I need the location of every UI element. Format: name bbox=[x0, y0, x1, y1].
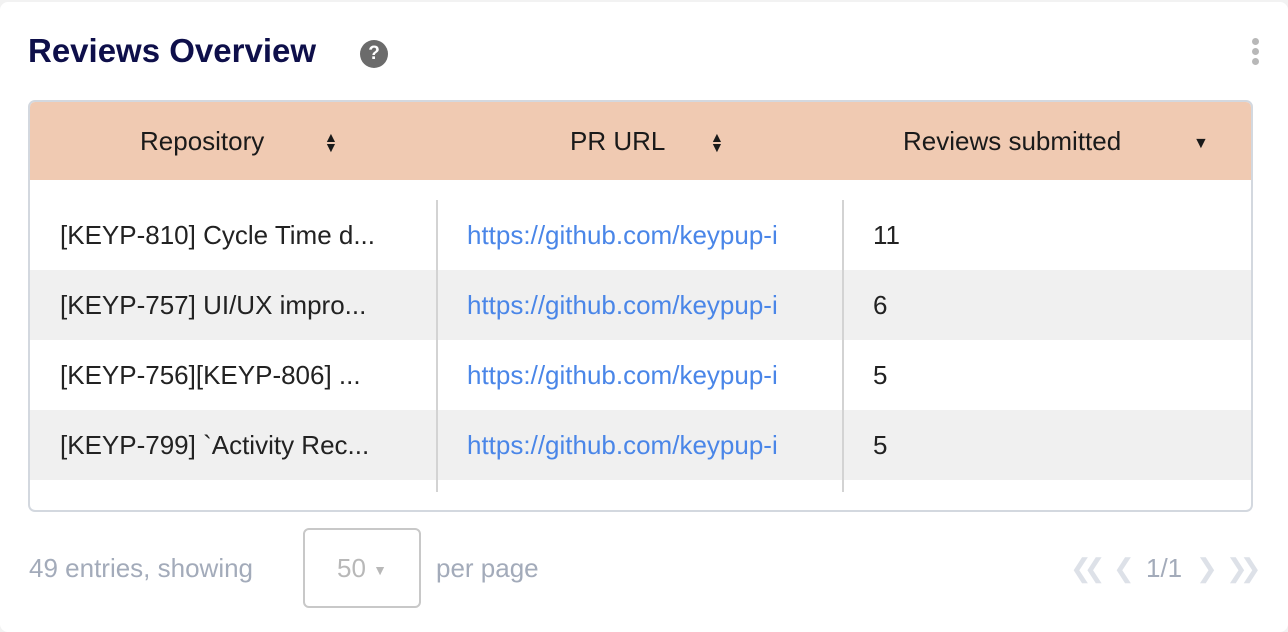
per-page-label: per page bbox=[436, 553, 539, 583]
column-header-repository[interactable]: Repository bbox=[140, 102, 264, 180]
table-row[interactable]: [KEYP-757] UI/UX impro... https://github… bbox=[30, 270, 1251, 340]
entries-count: 49 entries, showing bbox=[29, 553, 254, 583]
last-page-icon[interactable]: ❯❯ bbox=[1226, 553, 1261, 583]
first-page-icon[interactable]: ❮❮ bbox=[1070, 553, 1105, 583]
repository-cell: [KEYP-810] Cycle Time d... bbox=[60, 220, 376, 250]
column-divider[interactable] bbox=[842, 200, 844, 492]
sort-both-icon[interactable]: ▲ ▼ bbox=[324, 129, 338, 156]
reviews-cell: 11 bbox=[873, 220, 900, 250]
sort-both-icon[interactable]: ▲ ▼ bbox=[710, 129, 724, 156]
repository-cell: [KEYP-757] UI/UX impro... bbox=[60, 290, 367, 320]
previous-page-icon[interactable]: ❮ bbox=[1113, 553, 1135, 583]
pr-url-link[interactable]: https://github.com/keypup-i bbox=[467, 430, 778, 460]
per-page-value: 50 bbox=[336, 553, 366, 583]
pr-url-link[interactable]: https://github.com/keypup-i bbox=[467, 360, 778, 390]
sort-descending-icon[interactable]: ▼ bbox=[1193, 135, 1209, 152]
next-page-icon[interactable]: ❯ bbox=[1196, 553, 1218, 583]
repository-cell: [KEYP-799] `Activity Rec... bbox=[60, 430, 370, 460]
reviews-table: Repository ▲ ▼ PR URL ▲ ▼ Reviews submitte… bbox=[28, 100, 1253, 512]
chevron-down-icon: ▼ bbox=[373, 562, 387, 579]
table-header: Repository ▲ ▼ PR URL ▲ ▼ Reviews submitte… bbox=[30, 102, 1251, 180]
kebab-menu-icon[interactable] bbox=[1248, 38, 1262, 70]
column-label: PR URL bbox=[570, 126, 666, 156]
column-label: Reviews submitted bbox=[903, 126, 1122, 156]
widget-title: Reviews Overview bbox=[28, 32, 317, 69]
pr-url-link[interactable]: https://github.com/keypup-i bbox=[467, 290, 778, 320]
table-row[interactable]: [KEYP-799] `Activity Rec... https://gith… bbox=[30, 410, 1251, 480]
question-circle-icon[interactable]: ? bbox=[360, 40, 388, 68]
column-label: Repository bbox=[140, 126, 265, 156]
per-page-select[interactable]: 50 ▼ bbox=[303, 528, 421, 608]
repository-cell: [KEYP-756][KEYP-806] ... bbox=[60, 360, 361, 390]
reviews-cell: 5 bbox=[873, 360, 888, 390]
column-divider[interactable] bbox=[436, 200, 438, 492]
column-header-reviews-submitted[interactable]: Reviews submitted bbox=[903, 102, 1121, 180]
reviews-cell: 6 bbox=[873, 290, 888, 320]
table-row[interactable]: [KEYP-810] Cycle Time d... https://githu… bbox=[30, 200, 1251, 270]
page-indicator: 1/1 bbox=[1146, 553, 1183, 583]
reviews-cell: 5 bbox=[873, 430, 888, 460]
column-header-pr-url[interactable]: PR URL bbox=[570, 102, 665, 180]
table-row[interactable]: [KEYP-756][KEYP-806] ... https://github.… bbox=[30, 340, 1251, 410]
pr-url-link[interactable]: https://github.com/keypup-i bbox=[467, 220, 778, 250]
